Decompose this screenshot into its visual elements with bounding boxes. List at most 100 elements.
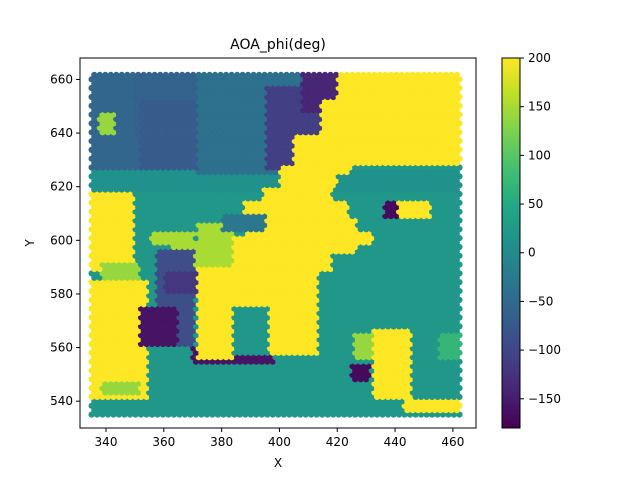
data-point — [107, 398, 114, 405]
data-point — [118, 283, 125, 290]
data-point — [371, 318, 378, 326]
data-point — [223, 318, 230, 326]
data-point — [250, 398, 257, 405]
data-point — [228, 398, 235, 405]
data-point — [206, 318, 213, 326]
data-point — [261, 318, 268, 326]
data-point — [376, 318, 383, 326]
data-point — [294, 398, 301, 405]
data-point — [91, 283, 98, 290]
data-point — [316, 398, 323, 405]
data-point — [212, 318, 219, 326]
data-point — [272, 398, 279, 405]
data-point — [382, 318, 389, 326]
data-point — [332, 318, 340, 326]
data-point — [162, 283, 169, 290]
data-point — [126, 358, 134, 365]
data-point — [450, 358, 458, 365]
data-point — [288, 283, 296, 290]
data-point — [368, 358, 375, 365]
data-point — [121, 358, 128, 365]
data-point — [349, 318, 356, 326]
data-point — [146, 398, 153, 405]
data-point — [96, 398, 103, 405]
data-point — [253, 358, 260, 365]
data-point — [267, 318, 274, 326]
data-point — [310, 398, 318, 405]
data-point — [228, 318, 235, 326]
data-point — [277, 398, 285, 405]
data-point — [431, 398, 438, 405]
data-point — [256, 283, 263, 290]
data-point — [187, 358, 194, 365]
data-point — [115, 358, 123, 365]
data-point — [173, 398, 180, 405]
data-point — [247, 358, 254, 365]
data-point — [184, 283, 191, 290]
data-point — [242, 358, 249, 365]
data-point — [154, 358, 161, 365]
data-point — [250, 283, 257, 290]
data-point — [168, 398, 175, 405]
data-point — [192, 358, 199, 365]
chart-title: AOA_phi(deg) — [230, 37, 326, 53]
data-point — [409, 398, 416, 405]
data-point — [165, 358, 172, 365]
data-point — [151, 318, 158, 326]
data-point — [179, 283, 186, 290]
data-point — [338, 283, 345, 290]
data-point — [181, 358, 188, 365]
data-point — [209, 358, 216, 365]
data-point — [305, 398, 312, 405]
data-point — [99, 358, 106, 365]
data-point — [299, 398, 307, 405]
data-point — [102, 283, 109, 290]
data-point — [162, 318, 169, 326]
data-point — [107, 318, 114, 326]
data-point — [338, 318, 345, 326]
data-point — [431, 318, 438, 326]
data-point — [245, 398, 252, 405]
data-point — [272, 283, 279, 290]
data-point — [96, 283, 103, 290]
data-point — [305, 318, 312, 326]
data-point — [324, 358, 331, 365]
data-point — [217, 398, 224, 405]
data-point — [201, 318, 208, 326]
data-point — [179, 318, 186, 326]
data-point — [173, 283, 180, 290]
data-point — [96, 318, 103, 326]
data-point — [256, 318, 263, 326]
data-point — [297, 358, 304, 365]
data-point — [203, 358, 210, 365]
data-point — [426, 398, 433, 405]
data-point — [420, 398, 427, 405]
data-point — [365, 398, 372, 405]
data-point — [437, 398, 444, 405]
data-point — [190, 398, 197, 405]
data-point — [151, 283, 158, 290]
data-point — [426, 318, 433, 326]
data-point — [201, 283, 208, 290]
data-point — [327, 283, 334, 290]
data-point — [349, 283, 356, 290]
data-point — [354, 318, 361, 326]
data-point — [190, 283, 197, 290]
data-point — [157, 283, 164, 290]
data-point — [321, 398, 329, 405]
data-point — [88, 358, 95, 365]
data-point — [398, 398, 405, 405]
plot-area — [88, 71, 463, 418]
data-point — [346, 358, 353, 365]
data-point — [393, 398, 400, 405]
data-point — [151, 398, 158, 405]
data-point — [129, 318, 136, 326]
data-point — [338, 398, 345, 405]
data-point — [354, 398, 361, 405]
data-point — [113, 398, 120, 405]
data-point — [374, 358, 381, 365]
data-point — [456, 358, 463, 365]
data-point — [299, 318, 307, 326]
data-point — [157, 318, 164, 326]
data-point — [118, 318, 125, 326]
